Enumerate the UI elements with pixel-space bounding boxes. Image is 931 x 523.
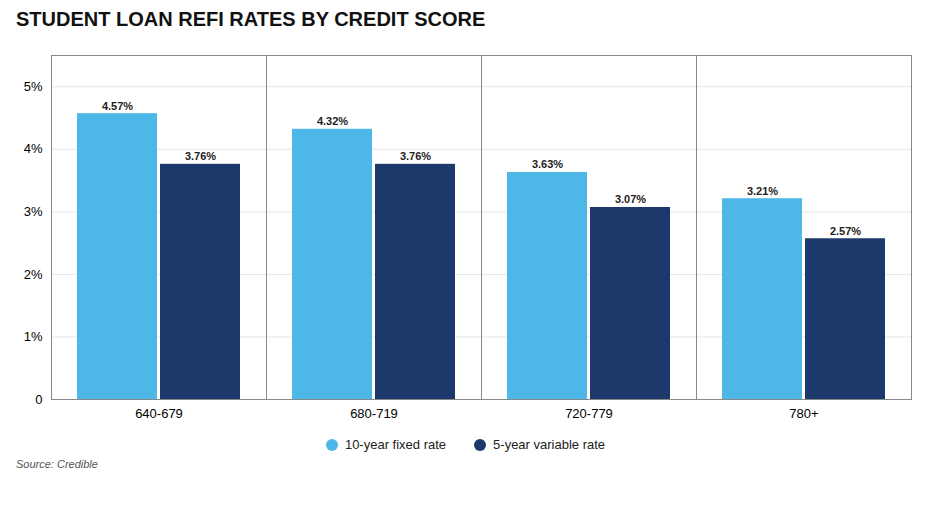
svg-text:4.32%: 4.32% bbox=[317, 115, 348, 127]
svg-text:640-679: 640-679 bbox=[135, 406, 183, 421]
html-text:STUDENT LOAN REFI RATES BY CRE: STUDENT LOAN REFI RATES BY CREDIT SCORE bbox=[16, 8, 486, 30]
html-text:Source: Credible: Source: Credible bbox=[16, 458, 98, 470]
svg-text:4.57%: 4.57% bbox=[102, 100, 133, 112]
svg-text:0: 0 bbox=[35, 392, 42, 407]
html-text:5-year variable rate: 5-year variable rate bbox=[493, 437, 606, 452]
svg-text:3.63%: 3.63% bbox=[532, 158, 563, 170]
svg-text:2.57%: 2.57% bbox=[830, 225, 861, 237]
svg-text:3%: 3% bbox=[24, 204, 43, 219]
svg-text:780+: 780+ bbox=[789, 406, 818, 421]
svg-text:3.07%: 3.07% bbox=[615, 193, 646, 205]
svg-text:3.76%: 3.76% bbox=[185, 150, 216, 162]
html-text:10-year fixed rate: 10-year fixed rate bbox=[344, 437, 447, 452]
svg-text:2%: 2% bbox=[24, 267, 43, 282]
svg-text:680-719: 680-719 bbox=[350, 406, 398, 421]
svg-text:3.76%: 3.76% bbox=[400, 150, 431, 162]
svg-text:5%: 5% bbox=[24, 79, 43, 94]
svg-text:1%: 1% bbox=[24, 329, 43, 344]
svg-text:4%: 4% bbox=[24, 141, 43, 156]
svg-text:3.21%: 3.21% bbox=[747, 185, 778, 197]
svg-text:720-779: 720-779 bbox=[565, 406, 613, 421]
